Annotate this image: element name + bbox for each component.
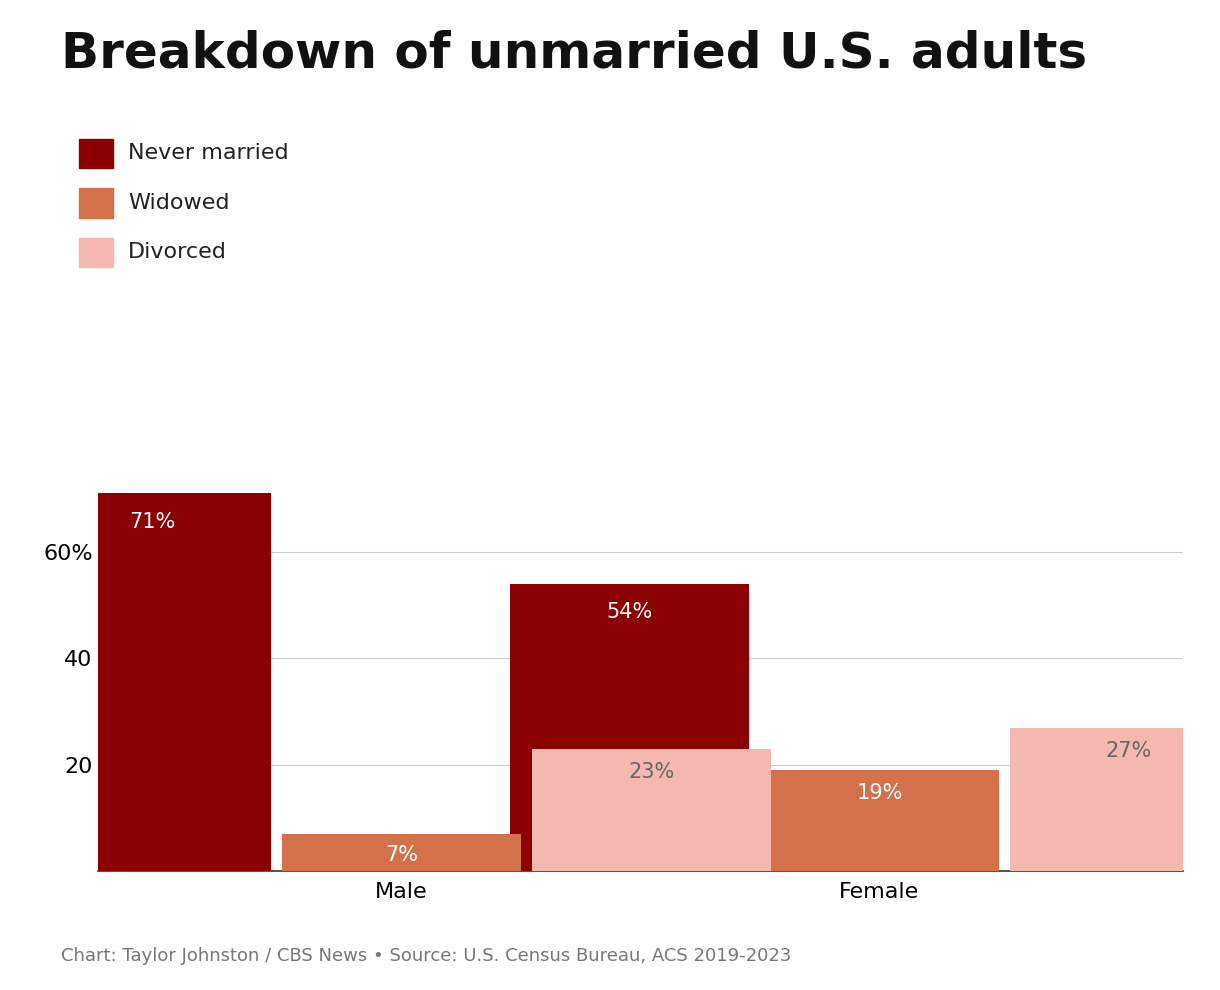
Text: Chart: Taylor Johnston / CBS News • Source: U.S. Census Bureau, ACS 2019-2023: Chart: Taylor Johnston / CBS News • Sour… xyxy=(61,947,792,965)
Bar xyxy=(510,584,749,871)
Text: 7%: 7% xyxy=(386,844,418,864)
Bar xyxy=(1010,728,1220,871)
Bar xyxy=(33,493,271,871)
Text: Never married: Never married xyxy=(128,144,289,163)
Text: 19%: 19% xyxy=(856,783,903,804)
Bar xyxy=(532,748,771,871)
Text: 27%: 27% xyxy=(1107,741,1152,761)
Text: Widowed: Widowed xyxy=(128,193,229,213)
Bar xyxy=(760,770,999,871)
Bar xyxy=(282,834,521,871)
Text: 54%: 54% xyxy=(606,603,653,623)
Text: 71%: 71% xyxy=(129,512,174,532)
Text: 23%: 23% xyxy=(628,762,675,782)
Text: Breakdown of unmarried U.S. adults: Breakdown of unmarried U.S. adults xyxy=(61,30,1087,77)
Text: Divorced: Divorced xyxy=(128,243,227,262)
